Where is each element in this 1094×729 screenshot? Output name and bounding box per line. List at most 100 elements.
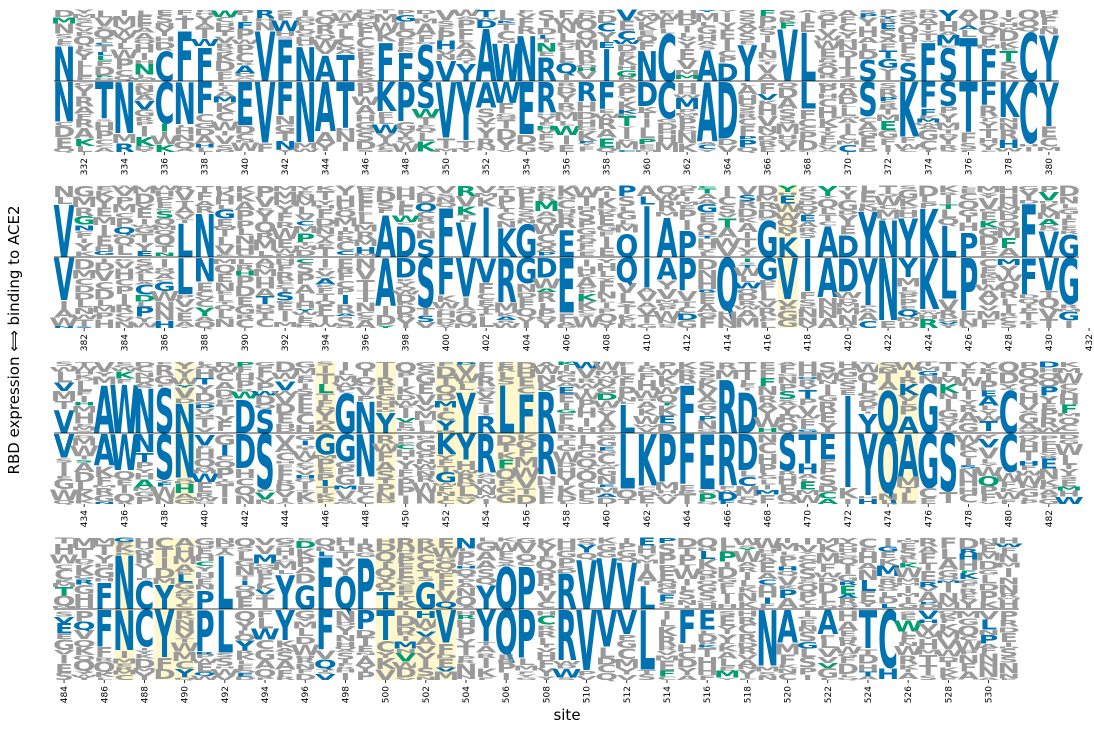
site-398-filler: K (395, 278, 417, 282)
site-367-filler: S (778, 7, 797, 22)
x-tick-label-374: 374 (924, 158, 934, 175)
site-335-filler: L (136, 9, 154, 17)
site-386-filler: H (153, 319, 176, 331)
site-396-filler: C (356, 311, 376, 318)
site-371-filler: H (857, 24, 880, 41)
site-362-filler: N (676, 131, 699, 146)
site-349-filler: W (411, 107, 441, 119)
site-405-filler: M (533, 199, 560, 214)
site-397-filler: I (381, 304, 391, 318)
site-375-filler: E (939, 45, 957, 48)
site-395-filler: Q (334, 208, 357, 219)
site-383-filler: I (99, 223, 109, 239)
site-425-filler: Y (937, 324, 959, 329)
site-347-filler: A (375, 142, 396, 147)
site-375-filler: T (939, 129, 958, 135)
site-370-filler: C (838, 21, 858, 34)
site-357-filler: D (575, 14, 597, 20)
site-373-filler: W (893, 142, 923, 150)
site-400-filler: W (431, 300, 461, 310)
site-338-filler: Y (194, 13, 216, 26)
site-385-filler: W (130, 321, 160, 329)
site-343-top-letter: N (294, 38, 317, 92)
site-332-filler: Q (73, 34, 96, 48)
site-382-filler: T (75, 317, 94, 329)
site-355-filler: H (535, 113, 558, 117)
site-333-filler: C (94, 42, 114, 46)
site-334-filler: L (116, 42, 134, 51)
site-357-filler: Q (575, 64, 598, 69)
x-tick-label-364: 364 (723, 158, 733, 175)
site-379-bottom-letter: C (1019, 66, 1039, 163)
site-404-filler: D (515, 291, 537, 299)
site-346-filler: K (355, 67, 378, 78)
site-357-filler: F (577, 145, 595, 153)
site-392-filler: I (280, 309, 290, 325)
site-401-filler: A (456, 306, 477, 312)
site-390-filler: P (235, 274, 255, 290)
site-381-filler: L (55, 195, 72, 206)
site-402-filler: K (476, 195, 498, 210)
site-358-filler: Y (596, 30, 617, 46)
site-365-filler: Q (736, 146, 759, 154)
site-396-filler: E (356, 191, 374, 204)
site-404-filler: S (517, 211, 536, 221)
site-363-filler: A (697, 141, 718, 145)
site-404-top-letter: G (515, 216, 537, 268)
x-tick-label-480: 480 (1005, 510, 1015, 527)
site-395-filler: R (335, 301, 356, 316)
x-tick-label-452: 452 (442, 510, 452, 527)
site-369-filler: H (816, 92, 839, 100)
site-370-filler: I (843, 55, 853, 70)
site-345-filler: L (337, 26, 354, 41)
site-338-filler: P (195, 9, 215, 12)
site-356-filler: F (557, 47, 575, 52)
site-370-filler: D (837, 95, 859, 106)
site-338-filler: G (194, 121, 216, 130)
site-367-filler: A (777, 96, 798, 113)
site-336-filler: E (155, 9, 173, 17)
site-374-filler: V (918, 40, 939, 42)
site-386-filler: C (155, 279, 175, 283)
site-348-filler: F (397, 37, 415, 44)
site-384-filler: W (109, 185, 139, 190)
site-361-filler: H (656, 133, 679, 145)
site-356-filler: D (555, 42, 577, 46)
site-427-filler: P (979, 249, 999, 258)
site-337-filler: Q (173, 139, 196, 151)
site-357-filler: P (577, 12, 597, 16)
site-403-filler: R (496, 320, 517, 324)
site-356-filler: E (557, 143, 575, 155)
x-tick-label-522: 522 (824, 686, 834, 703)
site-335-filler: F (135, 23, 153, 29)
site-346-filler: E (356, 57, 374, 73)
site-390-filler: A (234, 199, 255, 212)
site-400-bottom-letter: F (437, 250, 455, 307)
site-346-filler: W (351, 95, 381, 108)
site-347-filler: W (371, 122, 401, 136)
site-367-filler: K (777, 19, 799, 24)
x-tick-label-448: 448 (362, 510, 372, 527)
site-378-filler: H (997, 21, 1020, 28)
logo-row-3: SWLVMTVVSIIFGWQTWHKQLFIHMHEMSGMWTSADLKKV… (49, 359, 1084, 527)
site-372-filler: G (877, 57, 899, 71)
site-334-filler: W (109, 47, 139, 62)
site-401-filler: K (456, 205, 478, 217)
site-384-filler: C (114, 277, 134, 287)
site-402-bottom-letter: V (476, 253, 497, 291)
x-tick-label-510: 510 (583, 686, 593, 703)
site-398-filler: R (395, 302, 416, 306)
site-370-filler: C (838, 132, 858, 142)
site-388-bottom-letter: N (193, 252, 216, 290)
site-444-filler: D (274, 427, 296, 433)
site-447-filler: M (332, 502, 359, 504)
x-tick-label-454: 454 (482, 510, 492, 527)
site-388-top-letter: N (193, 203, 216, 271)
site-393-filler: H (294, 302, 317, 311)
site-350-filler: S (436, 19, 455, 28)
site-370-filler: C (838, 143, 858, 155)
site-385-filler: E (135, 250, 153, 258)
site-389-filler: L (216, 204, 233, 211)
site-359-filler: A (616, 82, 638, 89)
